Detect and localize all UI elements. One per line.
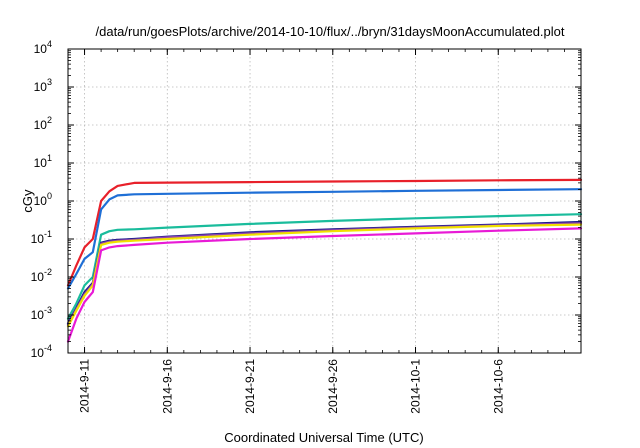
grid	[68, 49, 581, 353]
series-line-7	[66, 227, 583, 343]
x-tick-label: 2014-9-16	[160, 359, 174, 414]
series-line-1	[66, 178, 583, 287]
y-tick-labels: 10-4 10-3 10-2 10-1 100 101 102 103 104	[31, 39, 52, 360]
chart-title: /data/run/goesPlots/archive/2014-10-10/f…	[96, 24, 565, 39]
y-tick-label: 104	[34, 39, 52, 56]
y-axis-label: cGy	[20, 189, 35, 213]
y-tick-label: 10-3	[31, 305, 52, 322]
ticks	[67, 48, 582, 354]
y-tick-label: 101	[34, 153, 52, 170]
series-line-3	[66, 213, 583, 320]
series-line-2	[66, 188, 583, 290]
x-tick-label: 2014-9-11	[78, 359, 92, 413]
y-tick-label: 100	[34, 191, 52, 208]
y-tick-label: 103	[34, 77, 52, 94]
x-axis-label: Coordinated Universal Time (UTC)	[224, 430, 423, 445]
x-tick-label: 2014-9-26	[326, 359, 340, 414]
series-group	[66, 178, 583, 343]
y-tick-label: 10-4	[31, 343, 52, 360]
y-tick-label: 10-2	[31, 267, 52, 284]
x-tick-label: 2014-10-1	[409, 359, 423, 414]
y-tick-label: 10-1	[31, 229, 52, 246]
y-tick-label: 102	[34, 115, 52, 132]
series-line-5	[66, 222, 583, 326]
x-tick-labels: 2014-9-11 2014-9-16 2014-9-21 2014-9-26 2014…	[78, 359, 506, 414]
series-line-6	[66, 223, 583, 328]
x-tick-label: 2014-10-6	[491, 359, 505, 414]
x-tick-label: 2014-9-21	[243, 359, 257, 414]
